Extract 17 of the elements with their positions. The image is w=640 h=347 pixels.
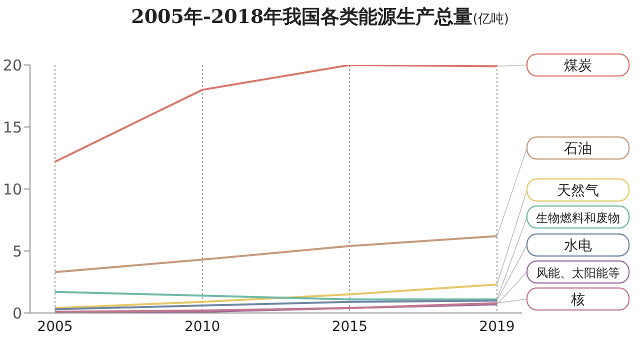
text: 核 xyxy=(570,292,585,308)
y-tick-label: 20 xyxy=(2,56,22,74)
x-tick-label: 2019 xyxy=(479,318,515,335)
y-tick-label: 15 xyxy=(2,118,22,136)
text: 天然气 xyxy=(557,183,599,199)
text: 石油 xyxy=(564,141,592,157)
y-tick-label: 0 xyxy=(12,304,22,322)
x-tick-label: 2010 xyxy=(184,318,220,335)
text: 风能、太阳能等 xyxy=(536,266,620,280)
text: 生物燃料和废物 xyxy=(536,211,620,225)
text: 水电 xyxy=(564,238,592,254)
text: 煤炭 xyxy=(564,58,592,74)
y-tick-label: 5 xyxy=(12,242,22,260)
chart-subtitle: (亿吨) xyxy=(472,12,509,27)
x-tick-label: 2005 xyxy=(37,318,73,335)
y-tick-label: 10 xyxy=(2,180,22,198)
x-tick-label: 2015 xyxy=(332,318,368,335)
